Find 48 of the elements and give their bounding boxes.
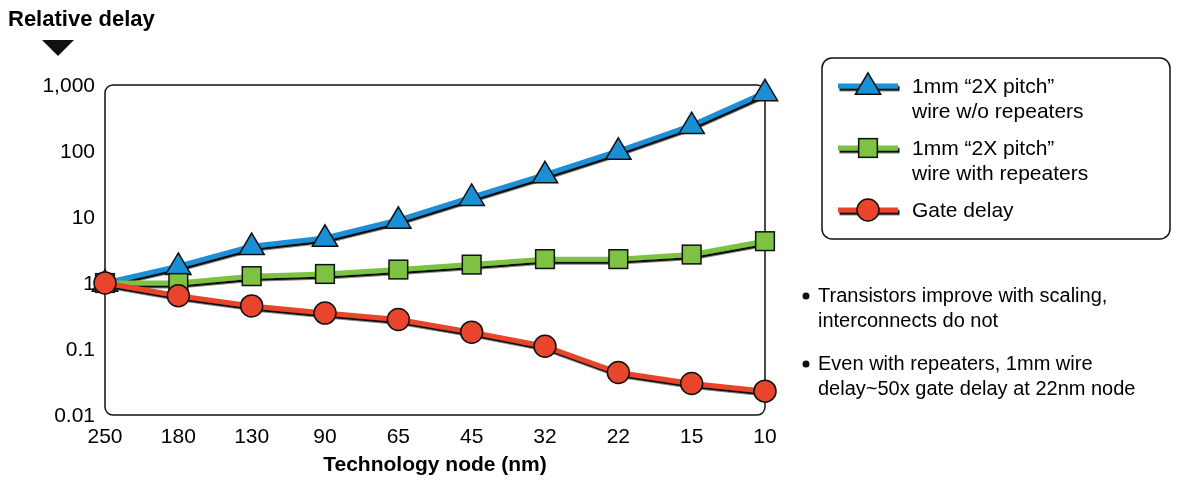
point [458, 183, 486, 207]
point [311, 224, 339, 248]
point [386, 307, 411, 332]
text: Even with repeaters, 1mm wire delay~50x gate delay at 22nm node [818, 352, 1136, 399]
y-tick-label: 10 [71, 205, 95, 229]
x-tick-label: 250 [87, 424, 123, 447]
point [606, 360, 631, 385]
point [314, 263, 336, 285]
point [534, 249, 556, 270]
y-tick-label: 0.1 [65, 337, 95, 361]
point [166, 284, 191, 308]
y-tick-label: 1 [83, 271, 95, 295]
x-tick-label: 45 [459, 424, 484, 447]
point [238, 232, 266, 256]
legend-label: 1mm “2X pitch” wire with repeaters [911, 136, 1089, 184]
point [531, 160, 559, 184]
text: Transistors improve with scaling, interconnects do not [818, 284, 1108, 331]
point [608, 249, 629, 270]
x-tick-label: 180 [160, 424, 196, 447]
point [459, 320, 484, 344]
x-tick-label: 90 [313, 424, 337, 447]
x-axis-title: Technology node (nm) [323, 452, 547, 475]
legend-label: 1mm “2X pitch” wire w/o repeaters [911, 74, 1084, 122]
point [753, 379, 777, 403]
point [678, 111, 706, 135]
x-tick-label: 10 [753, 424, 777, 447]
point [533, 334, 557, 359]
point [239, 294, 264, 318]
point [679, 371, 704, 396]
point [754, 231, 776, 252]
y-tick-label: 0.01 [54, 403, 95, 427]
x-tick-label: 15 [679, 424, 704, 447]
point [388, 259, 409, 280]
point [384, 206, 412, 230]
x-tick-label: 32 [533, 424, 557, 447]
point [313, 301, 337, 325]
chart-title: Relative delay [8, 6, 156, 31]
y-tick-label: 1,000 [42, 73, 95, 97]
point [241, 266, 262, 287]
y-tick-label: 100 [59, 139, 95, 163]
x-tick-label: 130 [234, 424, 270, 447]
point [461, 254, 482, 275]
point [604, 137, 632, 160]
point [681, 244, 702, 265]
x-tick-label: 22 [606, 424, 631, 447]
legend-label: Gate delay [912, 198, 1015, 221]
x-tick-label: 65 [386, 424, 411, 447]
point [751, 78, 779, 102]
